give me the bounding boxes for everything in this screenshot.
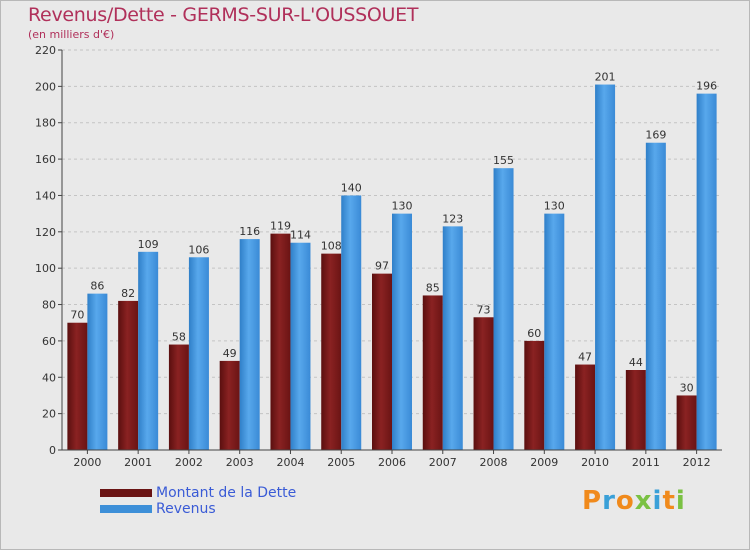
bar-revenus	[290, 242, 311, 450]
bar-revenus	[239, 239, 260, 450]
y-tick-label: 0	[49, 444, 56, 457]
y-tick-label: 220	[35, 44, 56, 57]
bar-dette	[118, 300, 139, 450]
bar-revenus	[188, 257, 209, 450]
data-label-revenus: 169	[645, 129, 666, 142]
x-tick-label: 2005	[327, 456, 355, 469]
data-label-revenus: 114	[290, 229, 311, 242]
x-tick-label: 2007	[429, 456, 457, 469]
x-tick-label: 2002	[175, 456, 203, 469]
data-label-revenus: 196	[696, 80, 717, 93]
bar-dette	[219, 360, 240, 450]
y-tick-label: 200	[35, 80, 56, 93]
data-label-revenus: 109	[138, 238, 159, 251]
bar-dette	[625, 370, 646, 450]
x-tick-label: 2004	[276, 456, 304, 469]
y-tick-label: 60	[42, 335, 56, 348]
bar-revenus	[392, 213, 412, 450]
data-label-revenus: 106	[188, 243, 209, 256]
bar-dette	[473, 317, 494, 450]
x-tick-label: 2003	[226, 456, 254, 469]
bar-dette	[422, 295, 443, 450]
data-label-revenus: 86	[90, 280, 104, 293]
bar-revenus	[493, 168, 514, 450]
bar-revenus	[341, 195, 362, 450]
bar-revenus	[138, 251, 159, 450]
bar-dette	[372, 273, 392, 450]
y-tick-label: 180	[35, 117, 56, 130]
x-tick-label: 2008	[480, 456, 508, 469]
y-tick-label: 120	[35, 226, 56, 239]
data-label-dette: 30	[680, 381, 694, 394]
data-label-revenus: 155	[493, 154, 514, 167]
logo-letter: i	[675, 486, 686, 516]
logo-letter: P	[582, 486, 603, 516]
data-label-dette: 49	[223, 347, 237, 360]
x-tick-label: 2011	[632, 456, 660, 469]
bar-revenus	[87, 293, 108, 450]
data-label-dette: 44	[629, 356, 643, 369]
data-label-dette: 119	[270, 220, 291, 233]
y-tick-label: 80	[42, 299, 56, 312]
bar-dette	[67, 322, 88, 450]
data-label-dette: 70	[70, 309, 84, 322]
data-label-dette: 85	[426, 281, 440, 294]
data-label-dette: 82	[121, 287, 135, 300]
data-label-dette: 97	[375, 260, 389, 273]
logo-letter: t	[662, 486, 676, 516]
data-label-revenus: 201	[595, 71, 616, 84]
data-label-dette: 58	[172, 331, 186, 344]
data-label-revenus: 116	[239, 225, 260, 238]
legend-label-debt: Montant de la Dette	[156, 485, 297, 501]
bar-revenus	[595, 84, 616, 450]
bar-dette	[321, 253, 342, 450]
bar-revenus	[442, 226, 463, 450]
bar-revenus	[645, 142, 666, 450]
data-label-dette: 47	[578, 351, 592, 364]
legend-swatch-debt	[100, 489, 152, 497]
data-label-dette: 60	[527, 327, 541, 340]
data-label-revenus: 140	[341, 181, 362, 194]
legend-swatch-revenus	[100, 505, 152, 513]
data-label-revenus: 130	[392, 200, 413, 213]
legend: Montant de la Dette Revenus	[100, 485, 360, 518]
x-tick-label: 2006	[378, 456, 406, 469]
x-tick-label: 2001	[124, 456, 152, 469]
x-tick-label: 2010	[581, 456, 609, 469]
bar-dette	[575, 364, 596, 450]
bar-dette	[676, 395, 697, 450]
chart-title: Revenus/Dette - GERMS-SUR-L'OUSSOUET	[28, 4, 419, 26]
proxiti-logo: Proxiti	[582, 486, 686, 516]
legend-item-debt: Montant de la Dette	[100, 485, 360, 502]
y-tick-label: 140	[35, 189, 56, 202]
bar-dette	[524, 340, 545, 450]
data-label-dette: 108	[321, 240, 342, 253]
y-tick-label: 20	[42, 408, 56, 421]
y-tick-label: 100	[35, 262, 56, 275]
bar-revenus	[544, 213, 565, 450]
y-tick-label: 160	[35, 153, 56, 166]
bar-dette	[168, 344, 189, 450]
chart-subtitle: (en milliers d'€)	[28, 28, 115, 41]
logo-letter: r	[602, 486, 616, 516]
logo-letter: i	[652, 486, 663, 516]
y-tick-label: 40	[42, 371, 56, 384]
x-tick-label: 2000	[73, 456, 101, 469]
bar-dette	[270, 233, 291, 450]
logo-letter: x	[634, 486, 653, 516]
data-label-revenus: 130	[544, 200, 565, 213]
x-tick-label: 2012	[683, 456, 711, 469]
x-tick-label: 2009	[530, 456, 558, 469]
data-label-revenus: 123	[442, 212, 463, 225]
logo-letter: o	[615, 486, 635, 516]
bar-revenus	[696, 93, 717, 451]
data-label-dette: 73	[477, 303, 491, 316]
legend-item-revenus: Revenus	[100, 501, 360, 518]
legend-label-revenus: Revenus	[156, 501, 216, 517]
